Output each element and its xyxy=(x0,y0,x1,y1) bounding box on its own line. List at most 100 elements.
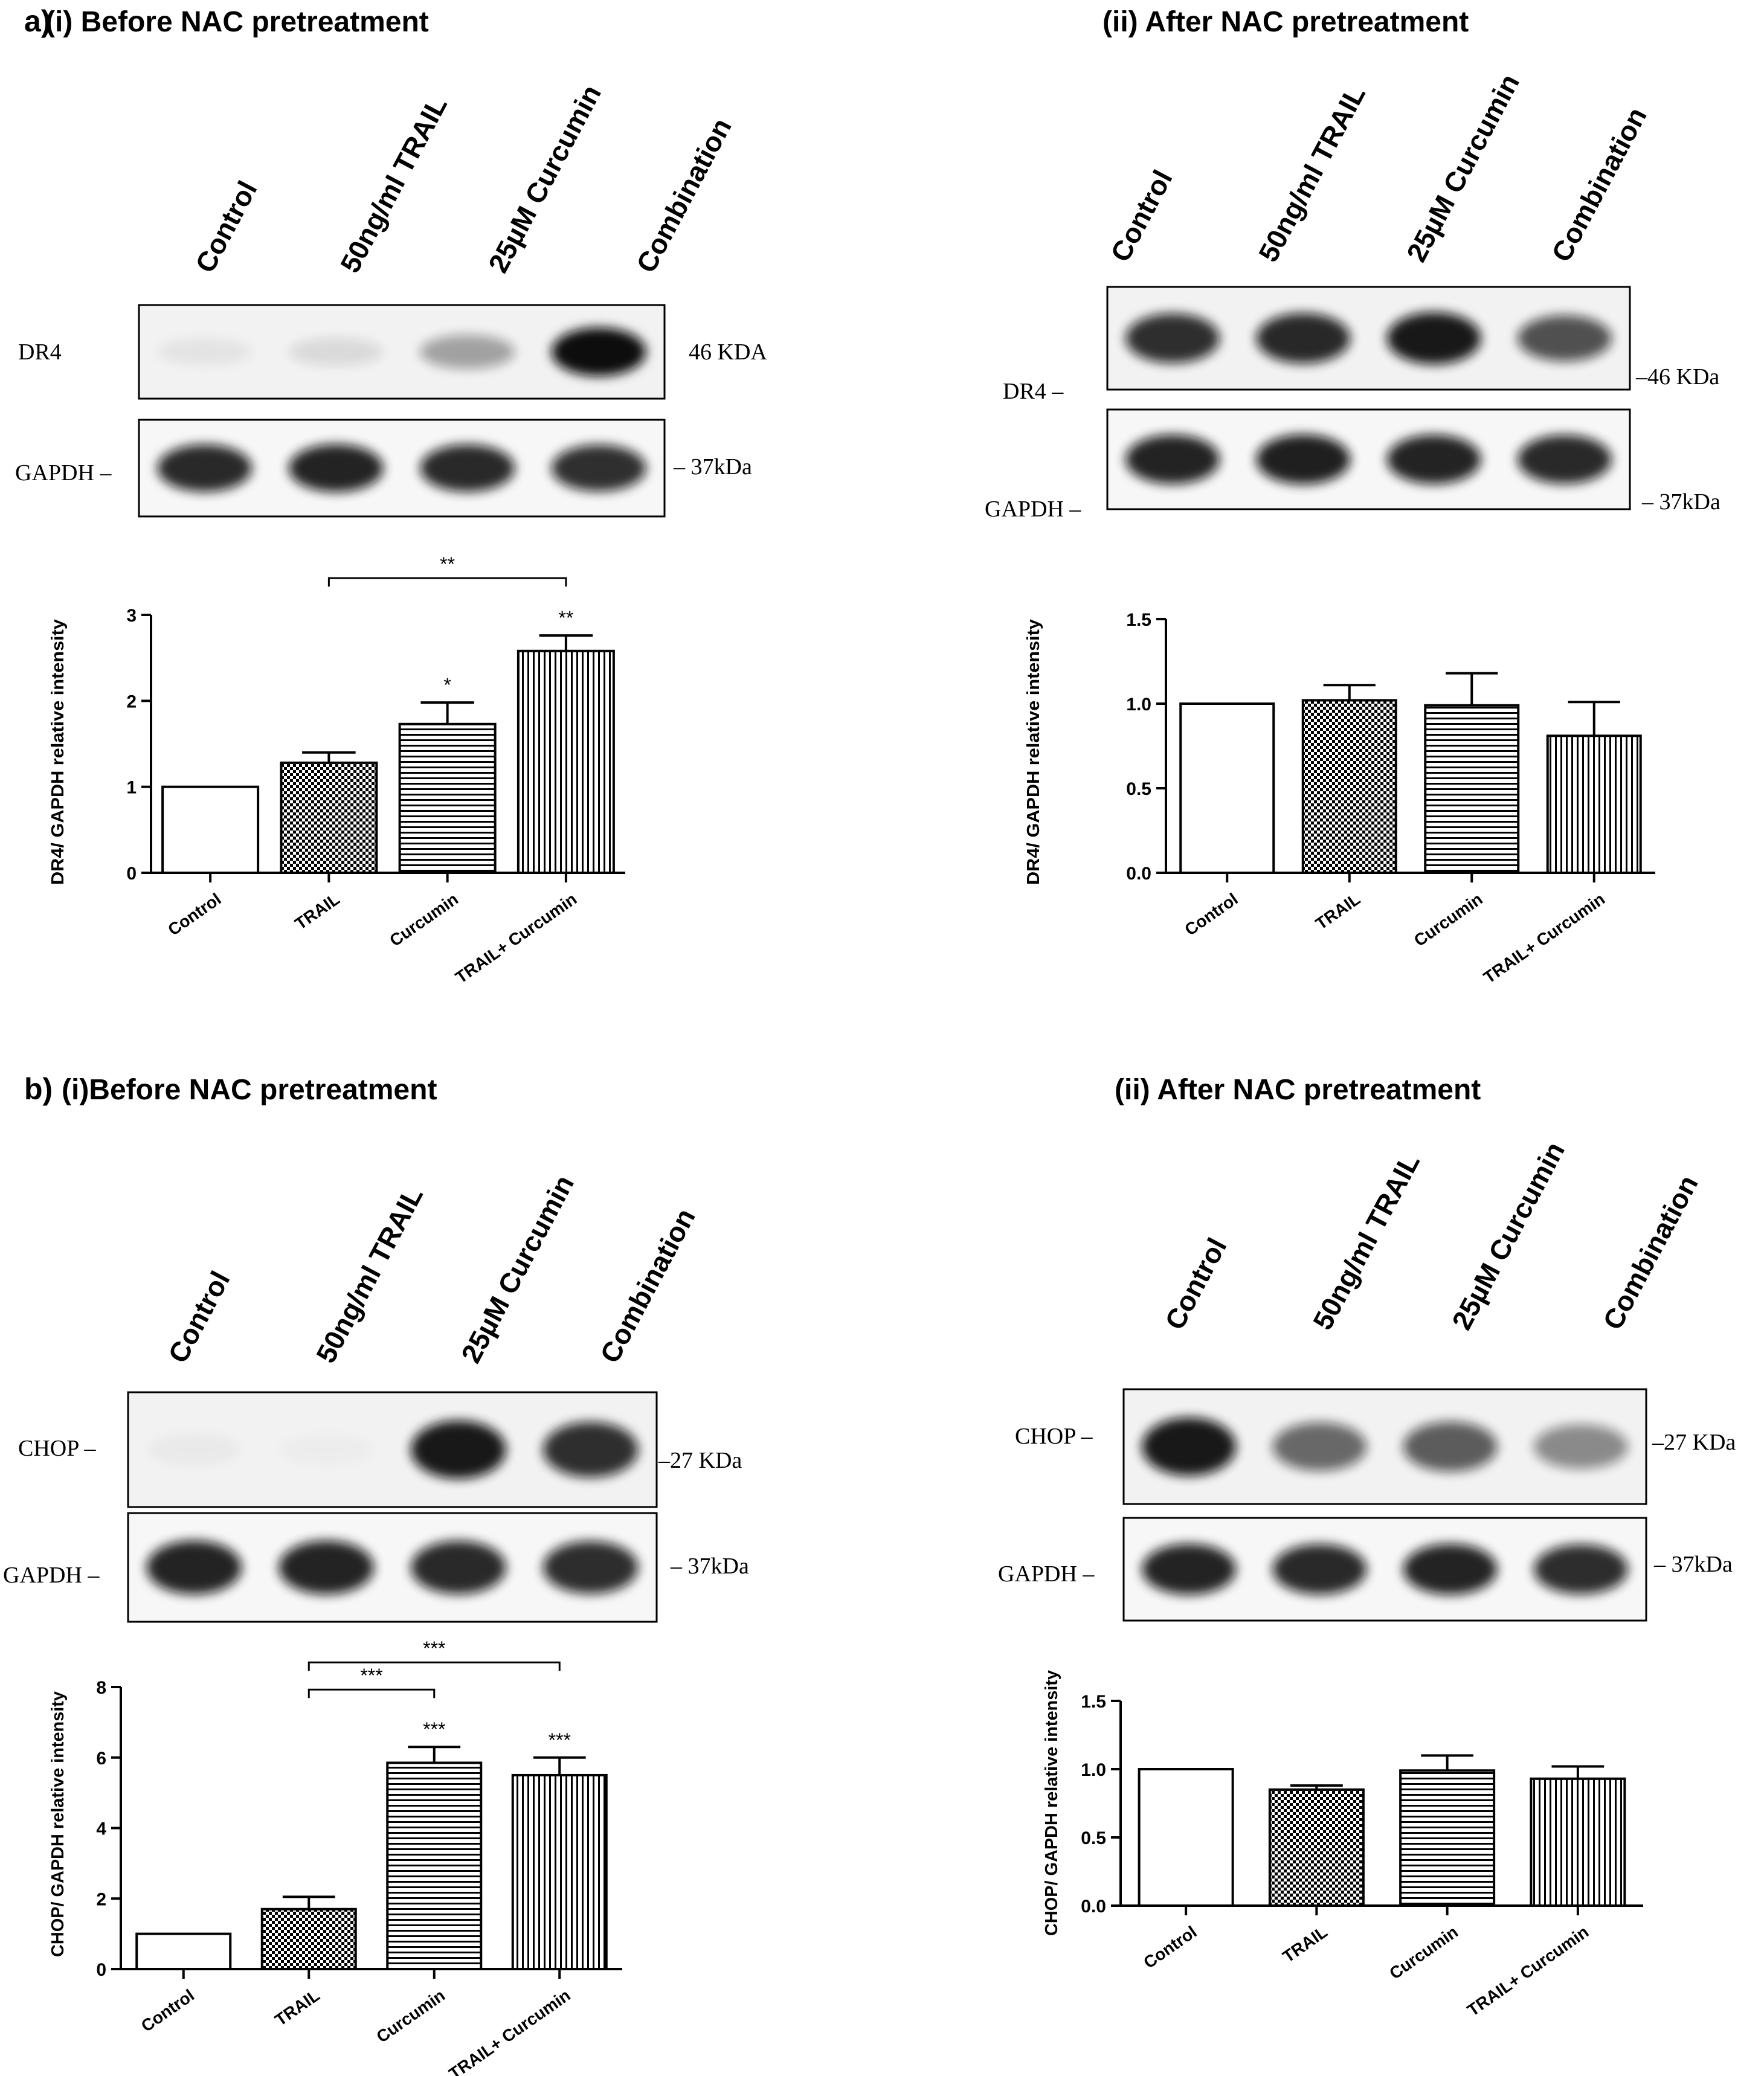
target-blot-band xyxy=(147,1433,242,1467)
significance-bracket xyxy=(327,577,567,587)
bracket-label: *** xyxy=(423,1637,445,1659)
gapdh-blot-band xyxy=(1256,434,1351,484)
significance-bracket xyxy=(307,1661,561,1671)
y-tick-label: 0.0 xyxy=(1081,1897,1106,1917)
y-tick-label: 1.5 xyxy=(1126,610,1151,630)
lane-label: 25µM Curcumin xyxy=(482,80,607,278)
lane-label: 50ng/ml TRAIL xyxy=(310,1181,429,1368)
bar xyxy=(1530,1777,1626,1907)
gapdh-blot-band xyxy=(1518,434,1612,484)
x-tick-label: TRAIL+ Curcumin xyxy=(446,1986,574,2076)
panel-b-ii: (ii) After NAC pretreatment Control 50ng/m… xyxy=(998,1074,1736,2020)
x-tick-label: TRAIL xyxy=(1312,890,1363,934)
bar xyxy=(386,1761,483,1971)
gapdh-blot-band xyxy=(1125,434,1220,484)
target-blot-band xyxy=(1125,313,1220,364)
y-tick-label: 0.0 xyxy=(1126,864,1151,884)
bar xyxy=(135,1932,232,1970)
bar xyxy=(511,1773,608,1970)
significance-star: *** xyxy=(423,1718,445,1740)
x-tick-label: Control xyxy=(1181,890,1241,939)
y-axis-label: DR4/ GAPDH relative intensity xyxy=(1024,619,1043,885)
gapdh-kda-label: – 37kDa xyxy=(670,1554,749,1579)
gapdh-kda-label: – 37kDa xyxy=(673,454,752,480)
x-tick-label: TRAIL+ Curcumin xyxy=(1480,890,1608,987)
x-tick-label: TRAIL xyxy=(292,890,343,934)
x-tick-label: TRAIL+ Curcumin xyxy=(452,890,580,987)
target-blot-band xyxy=(1142,1417,1236,1476)
gapdh-blot-band xyxy=(146,1540,242,1595)
target-protein-label: DR4 – xyxy=(1003,379,1064,404)
lane-label: 50ng/ml TRAIL xyxy=(1252,80,1371,267)
significance-star: * xyxy=(443,674,451,696)
target-blot-band xyxy=(1272,1422,1367,1471)
y-tick-label: 1.0 xyxy=(1126,695,1151,715)
lane-label: Control xyxy=(162,1266,236,1368)
x-tick-label: Curcumin xyxy=(1411,890,1486,950)
y-axis-label: CHOP/ GAPDH relative intensity xyxy=(48,1691,68,1957)
target-blot-band xyxy=(1518,315,1612,362)
gapdh-label: GAPDH – xyxy=(985,497,1081,522)
lane-label: Control xyxy=(1159,1233,1233,1335)
y-axis-label: DR4/ GAPDH relative intensity xyxy=(48,619,68,885)
target-protein-label: DR4 xyxy=(18,339,62,365)
gapdh-label: GAPDH – xyxy=(15,460,112,486)
lane-label: 50ng/ml TRAIL xyxy=(334,91,453,278)
bar xyxy=(398,722,497,874)
significance-star: ** xyxy=(558,607,573,629)
x-tick-label: Curcumin xyxy=(373,1986,448,2046)
panel-title: (ii) After NAC pretreatment xyxy=(1102,6,1469,38)
gapdh-blot-band xyxy=(1534,1544,1628,1595)
lane-label: 25µM Curcumin xyxy=(1400,69,1525,267)
y-tick-label: 3 xyxy=(126,606,137,626)
figure-label-b: b) xyxy=(24,1072,53,1106)
x-tick-label: TRAIL xyxy=(1280,1923,1331,1967)
y-tick-label: 1.5 xyxy=(1081,1692,1106,1712)
gapdh-blot-band xyxy=(288,444,384,492)
lane-label: Combination xyxy=(594,1203,701,1368)
bar xyxy=(1399,1769,1496,1907)
target-blot-band xyxy=(1386,312,1481,365)
x-tick-label: Control xyxy=(138,1986,198,2036)
x-tick-label: Control xyxy=(164,890,224,939)
bar xyxy=(1301,699,1397,875)
panel-title: (i) Before NAC pretreatment xyxy=(45,6,429,38)
lane-label: 25µM Curcumin xyxy=(455,1170,580,1368)
panel-a-i: (i) Before NAC pretreatment Control 50ng/m… xyxy=(15,6,767,987)
bar xyxy=(1546,734,1642,874)
significance-star: *** xyxy=(549,1729,571,1751)
gapdh-blot-band xyxy=(1403,1543,1498,1595)
y-tick-label: 1.0 xyxy=(1081,1760,1106,1780)
gapdh-label: GAPDH – xyxy=(998,1561,1095,1587)
x-tick-label: TRAIL+ Curcumin xyxy=(1464,1923,1592,2020)
bar xyxy=(1424,704,1520,875)
target-blot-band xyxy=(288,337,384,367)
lane-label: 25µM Curcumin xyxy=(1446,1137,1571,1335)
target-blot-band xyxy=(542,1422,639,1477)
bar xyxy=(280,761,378,875)
target-blot-band xyxy=(551,327,646,376)
target-blot-band xyxy=(420,335,515,369)
target-protein-label: CHOP – xyxy=(1015,1424,1093,1449)
target-kda-label: 46 KDA xyxy=(689,339,767,365)
gapdh-blot-band xyxy=(411,1540,506,1595)
lane-label: Combination xyxy=(630,113,738,278)
target-blot-band xyxy=(411,1420,506,1479)
target-blot-band xyxy=(157,338,253,366)
gapdh-blot-band xyxy=(278,1540,374,1595)
gapdh-blot-band xyxy=(1386,434,1481,484)
target-blot-band xyxy=(1403,1421,1498,1472)
y-tick-label: 6 xyxy=(96,1749,106,1769)
gapdh-label: GAPDH – xyxy=(3,1563,100,1588)
target-blot-band xyxy=(1256,313,1351,364)
target-kda-label: –27 KDa xyxy=(658,1448,742,1473)
gapdh-blot-band xyxy=(542,1541,639,1594)
bracket-label: *** xyxy=(360,1665,382,1686)
x-tick-label: Control xyxy=(1140,1923,1200,1972)
lane-label: Control xyxy=(1104,165,1179,267)
target-blot-band xyxy=(278,1433,374,1466)
figure-label-a: a) xyxy=(24,4,51,38)
y-axis-label: CHOP/ GAPDH relative intensity xyxy=(1042,1670,1061,1936)
gapdh-blot-band xyxy=(1142,1543,1236,1595)
